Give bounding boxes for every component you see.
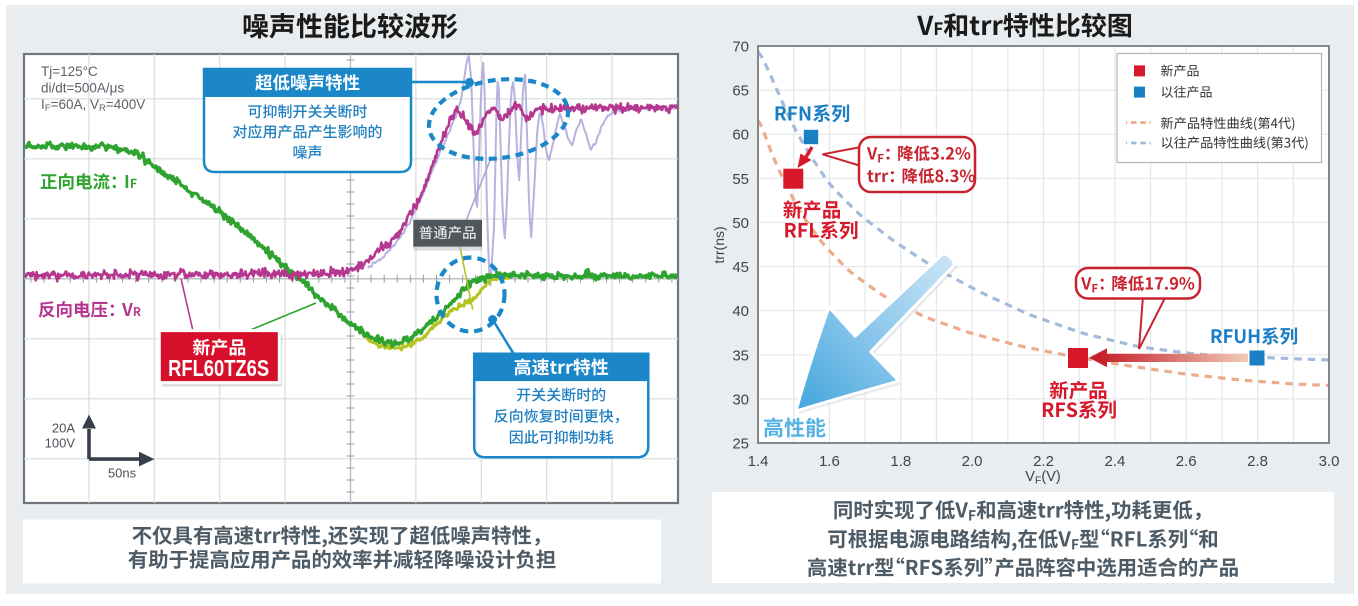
svg-text:trr(ns): trr(ns) [711,226,727,263]
svg-text:RFL60TZ6S: RFL60TZ6S [168,355,269,381]
svg-text:50ns: 50ns [108,466,137,481]
svg-text:100V: 100V [45,436,76,451]
svg-text:1.41.61.82.02.22.42.62.83.0: 1.4 1.6 1.8 2.0 2.2 2.4 2.6 2.8 3.0 [748,453,1340,470]
svg-text:20A: 20A [52,421,75,436]
svg-text:VF(V): VF(V) [1025,469,1060,487]
